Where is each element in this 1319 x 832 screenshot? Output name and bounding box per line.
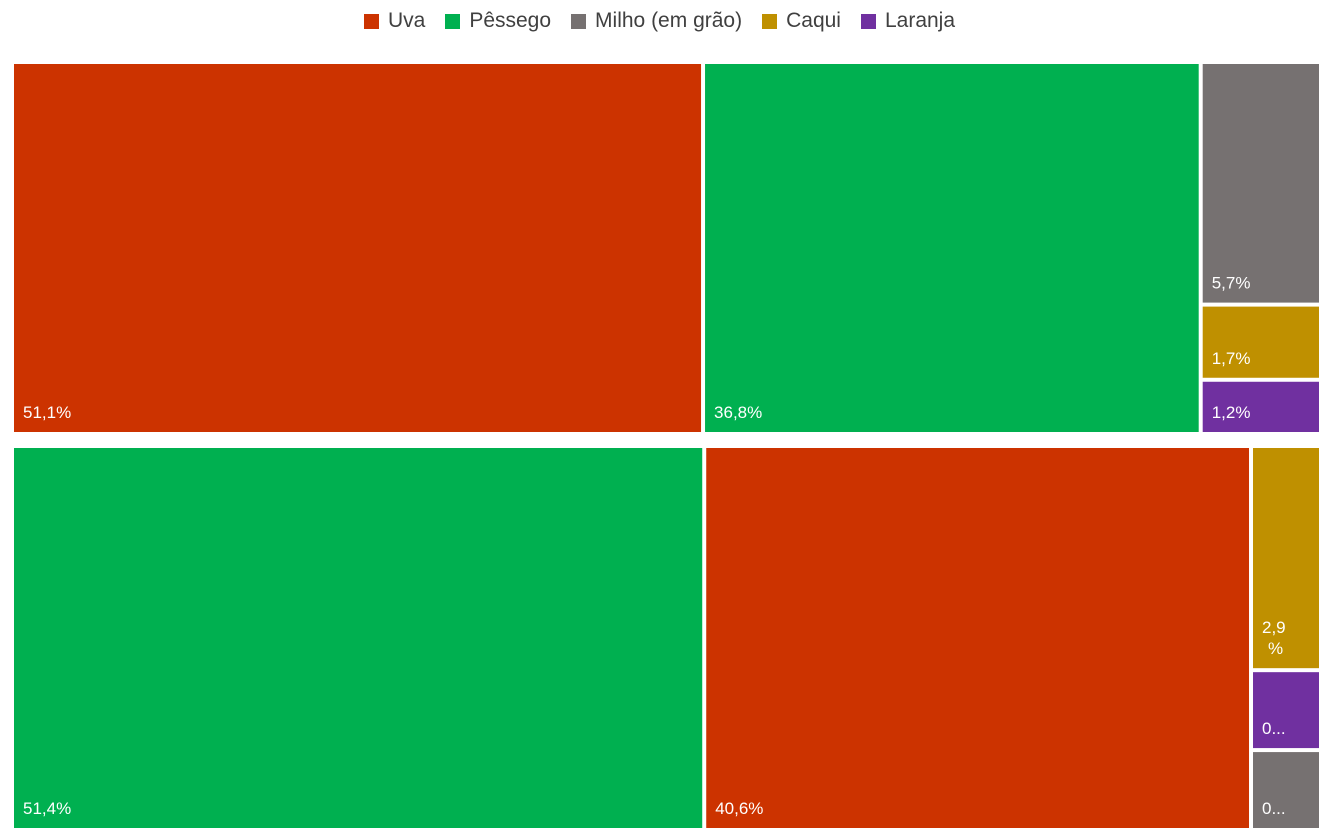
data-label: 1,2% [1212, 403, 1251, 422]
legend-label: Caqui [786, 9, 841, 32]
treemap-cell [14, 64, 702, 432]
data-label: 40,6% [715, 799, 763, 818]
legend-label: Laranja [884, 9, 956, 32]
legend-item: Caqui [762, 9, 841, 33]
data-label: 51,1% [23, 403, 71, 422]
treemap-cell [14, 448, 703, 828]
data-label: 5,7% [1212, 274, 1251, 293]
treemap-cell [1202, 64, 1319, 303]
treemap-cell [705, 64, 1199, 432]
legend-swatch [762, 13, 778, 29]
legend-label: Milho (em grão) [595, 9, 743, 32]
legend-swatch [445, 13, 461, 29]
legend-label: Pêssego [469, 9, 552, 32]
legend-item: Laranja [860, 9, 956, 33]
data-label: 2,9% [1262, 618, 1286, 658]
legend-swatch [860, 13, 876, 29]
treemap-cell [706, 448, 1250, 828]
treemap-cell [1253, 752, 1319, 828]
legend-swatch [363, 13, 379, 29]
treemap-cell [1202, 381, 1319, 432]
legend-swatch [571, 13, 587, 29]
treemap-cell [1202, 306, 1319, 378]
legend-item: Pêssego [445, 9, 551, 33]
data-label: 0... [1262, 799, 1286, 818]
legend-label: Uva [387, 9, 426, 32]
data-label: 0... [1262, 719, 1286, 738]
treemap-cell [1253, 672, 1319, 749]
chart-legend: Uva Pêssego Milho (em grão) Caqui Laranja [0, 6, 1319, 36]
data-label: 51,4% [23, 799, 71, 818]
data-label: 1,7% [1212, 349, 1251, 368]
data-label: 36,8% [714, 403, 762, 422]
legend-item: Uva [363, 9, 426, 33]
treemap-cell [1253, 448, 1319, 669]
legend-item: Milho (em grão) [571, 9, 742, 33]
